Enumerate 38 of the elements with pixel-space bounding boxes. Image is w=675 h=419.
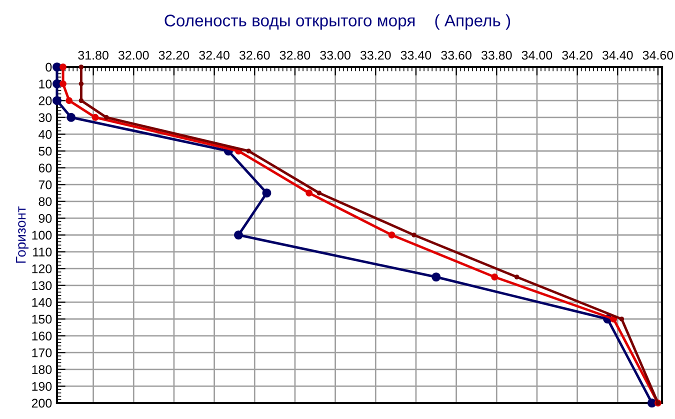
y-tick-label: 90 <box>38 214 52 223</box>
y-tick-label: 200 <box>32 398 52 408</box>
x-tick-label: 33.00 <box>320 50 350 60</box>
x-tick-label: 33.60 <box>441 50 472 60</box>
y-tick-label: 150 <box>32 314 52 324</box>
x-tick-label: 34.40 <box>602 50 633 60</box>
y-tick-label: 10 <box>39 80 52 88</box>
x-tick-label: 32.20 <box>158 50 190 60</box>
x-tick-label: 33.40 <box>400 50 432 60</box>
x-tick-label: 34.20 <box>562 50 592 60</box>
x-tick-label: 31.80 <box>78 50 108 60</box>
y-tick-label: 70 <box>38 180 52 190</box>
y-tick-label: 170 <box>32 348 52 358</box>
y-tick-label: 40 <box>38 130 52 139</box>
chart-title: Соленость воды открытого моря ( Апрель ) <box>164 14 510 30</box>
y-tick-label: 80 <box>38 197 52 206</box>
x-tick-label: 34.60 <box>642 50 674 60</box>
x-tick-label: 32.40 <box>199 50 230 60</box>
y-tick-label: 0 <box>46 62 52 72</box>
y-tick-label: 120 <box>32 264 52 274</box>
y-axis-title: Горизонт <box>16 206 29 263</box>
y-tick-label: 140 <box>32 298 52 307</box>
y-tick-label: 110 <box>33 248 52 256</box>
y-tick-label: 30 <box>38 113 52 122</box>
x-tick-label: 34.00 <box>522 50 552 60</box>
y-tick-label: 190 <box>32 382 52 391</box>
x-tick-label: 33.80 <box>481 50 512 60</box>
y-tick-label: 130 <box>32 281 52 290</box>
x-tick-label: 32.00 <box>118 50 149 60</box>
y-tick-label: 60 <box>38 164 52 172</box>
y-tick-label: 180 <box>32 365 52 374</box>
x-tick-label: 32.60 <box>239 50 270 60</box>
y-tick-label: 100 <box>32 230 52 240</box>
x-tick-label: 33.20 <box>360 50 391 60</box>
y-tick-label: 20 <box>38 96 52 106</box>
x-tick-label: 32.80 <box>280 50 310 60</box>
y-tick-label: 50 <box>38 146 52 156</box>
y-tick-label: 160 <box>32 332 52 340</box>
